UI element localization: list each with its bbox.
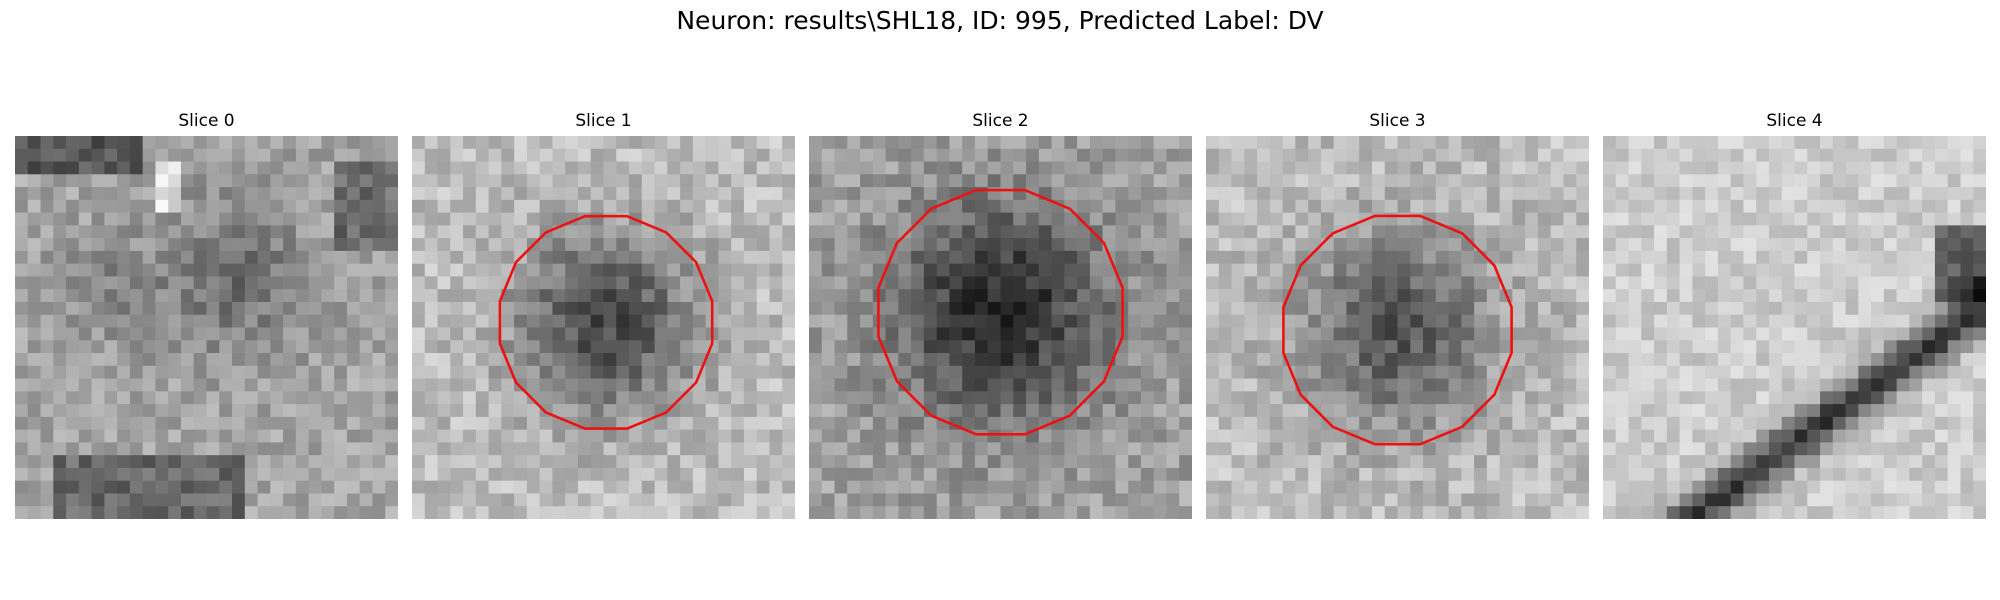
slice-title-2: Slice 2 bbox=[972, 111, 1029, 131]
figure-title: Neuron: results\SHL18, ID: 995, Predicte… bbox=[676, 6, 1324, 35]
slice-image-0 bbox=[15, 136, 398, 519]
segmentation-contour-3 bbox=[1282, 214, 1513, 446]
slice-panel-1: Slice 1 bbox=[412, 108, 795, 519]
slice-image-3 bbox=[1206, 136, 1589, 519]
slice-title-3: Slice 3 bbox=[1369, 111, 1426, 131]
segmentation-contour-2 bbox=[877, 188, 1124, 436]
segmentation-contour-1 bbox=[498, 214, 714, 430]
slice-image-4 bbox=[1603, 136, 1986, 519]
slice-title-1: Slice 1 bbox=[575, 111, 632, 131]
slice-title-0: Slice 0 bbox=[178, 111, 235, 131]
slice-image-2 bbox=[809, 136, 1192, 519]
slice-panel-2: Slice 2 bbox=[809, 108, 1192, 519]
slice-panel-4: Slice 4 bbox=[1603, 108, 1986, 519]
slice-panel-3: Slice 3 bbox=[1206, 108, 1589, 519]
slice-image-1 bbox=[412, 136, 795, 519]
slice-title-4: Slice 4 bbox=[1766, 111, 1823, 131]
slice-panel-0: Slice 0 bbox=[15, 108, 398, 519]
